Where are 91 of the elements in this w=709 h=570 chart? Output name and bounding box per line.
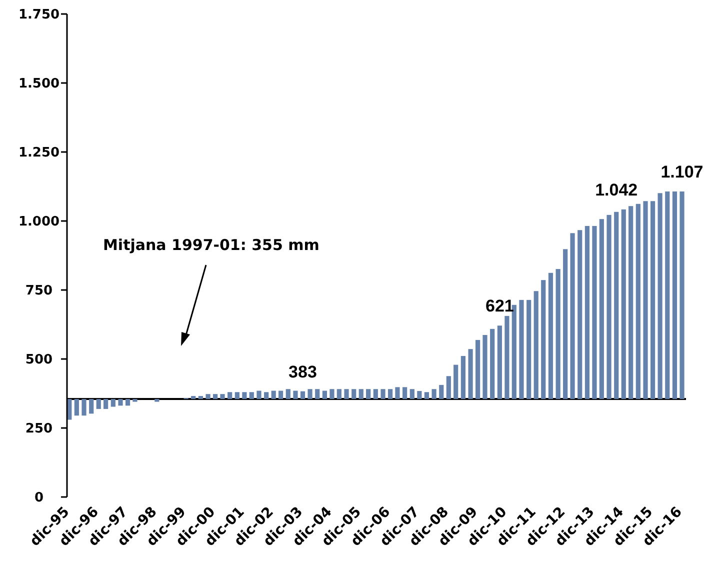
bar	[271, 390, 276, 400]
bar	[228, 392, 232, 400]
ref-line-label: Mitjana 1997-01: 355 mm	[103, 236, 320, 254]
bar	[89, 399, 94, 414]
bar	[526, 300, 532, 400]
bar	[82, 399, 86, 416]
bar	[213, 394, 218, 400]
bar	[512, 304, 516, 400]
bar	[388, 389, 393, 400]
bar	[584, 226, 590, 400]
bar	[556, 269, 560, 400]
bar	[125, 399, 130, 406]
bar	[104, 399, 108, 409]
annotation: 383	[288, 362, 317, 382]
bar	[74, 399, 79, 416]
bar	[672, 191, 678, 400]
bar	[366, 389, 371, 400]
bar	[234, 392, 240, 400]
bar	[402, 387, 408, 400]
bar	[614, 212, 619, 400]
bar	[446, 376, 451, 400]
bar	[628, 206, 634, 400]
y-tick-label: 750	[25, 284, 53, 299]
bar	[256, 390, 262, 400]
bar	[548, 272, 554, 400]
bar	[264, 392, 269, 400]
y-tick-label: 0	[34, 490, 44, 506]
bar	[206, 394, 210, 400]
bar	[439, 384, 444, 400]
bar	[286, 389, 290, 400]
bar	[220, 394, 225, 400]
bar	[482, 334, 488, 400]
bar	[468, 349, 473, 400]
bar	[621, 209, 626, 400]
y-tick-label: 1.250	[18, 146, 60, 161]
bar	[497, 326, 502, 400]
bar	[293, 390, 298, 400]
annotation: 1.107	[660, 162, 704, 182]
bar	[650, 201, 656, 400]
bar	[278, 390, 284, 400]
bar	[578, 230, 582, 400]
annotation: 1.042	[595, 180, 638, 200]
bar	[330, 389, 334, 400]
bar	[592, 226, 597, 400]
bar	[490, 328, 495, 400]
bar	[424, 392, 429, 400]
bar	[570, 233, 575, 400]
bar	[336, 389, 342, 400]
bar	[519, 300, 524, 400]
bar	[454, 364, 458, 400]
y-tick-label: 1.000	[18, 214, 60, 230]
bar	[198, 396, 203, 400]
bar	[315, 389, 320, 400]
bar	[636, 204, 640, 400]
bar	[643, 201, 648, 400]
bar	[380, 389, 386, 400]
bar	[118, 399, 123, 406]
bar	[460, 356, 466, 400]
bar	[352, 389, 356, 400]
bar	[658, 193, 662, 400]
bar	[680, 191, 684, 400]
bar	[599, 219, 604, 400]
y-tick-label: 1.500	[18, 76, 60, 92]
bar	[504, 316, 510, 400]
bar	[417, 391, 422, 400]
bar	[344, 389, 349, 400]
bar	[191, 396, 196, 400]
bar	[96, 399, 101, 409]
bar	[606, 214, 612, 400]
y-tick-label: 1.750	[18, 8, 60, 23]
bar	[110, 399, 116, 407]
bar	[534, 291, 538, 400]
y-tick-label: 500	[25, 352, 53, 368]
bar	[358, 389, 364, 400]
bar	[563, 249, 568, 400]
y-tick-label: 250	[25, 422, 53, 437]
bar	[132, 399, 138, 402]
annotation: 621	[486, 296, 514, 316]
bar	[476, 340, 480, 400]
bar	[322, 390, 328, 400]
bar	[432, 389, 436, 400]
bar	[410, 389, 414, 400]
bar	[249, 392, 254, 400]
bar	[154, 399, 160, 402]
bar	[242, 392, 247, 400]
bar	[308, 389, 312, 400]
bar	[300, 391, 306, 400]
bar	[395, 387, 400, 400]
bar	[541, 280, 546, 400]
bar	[665, 191, 670, 400]
bar	[373, 389, 378, 400]
